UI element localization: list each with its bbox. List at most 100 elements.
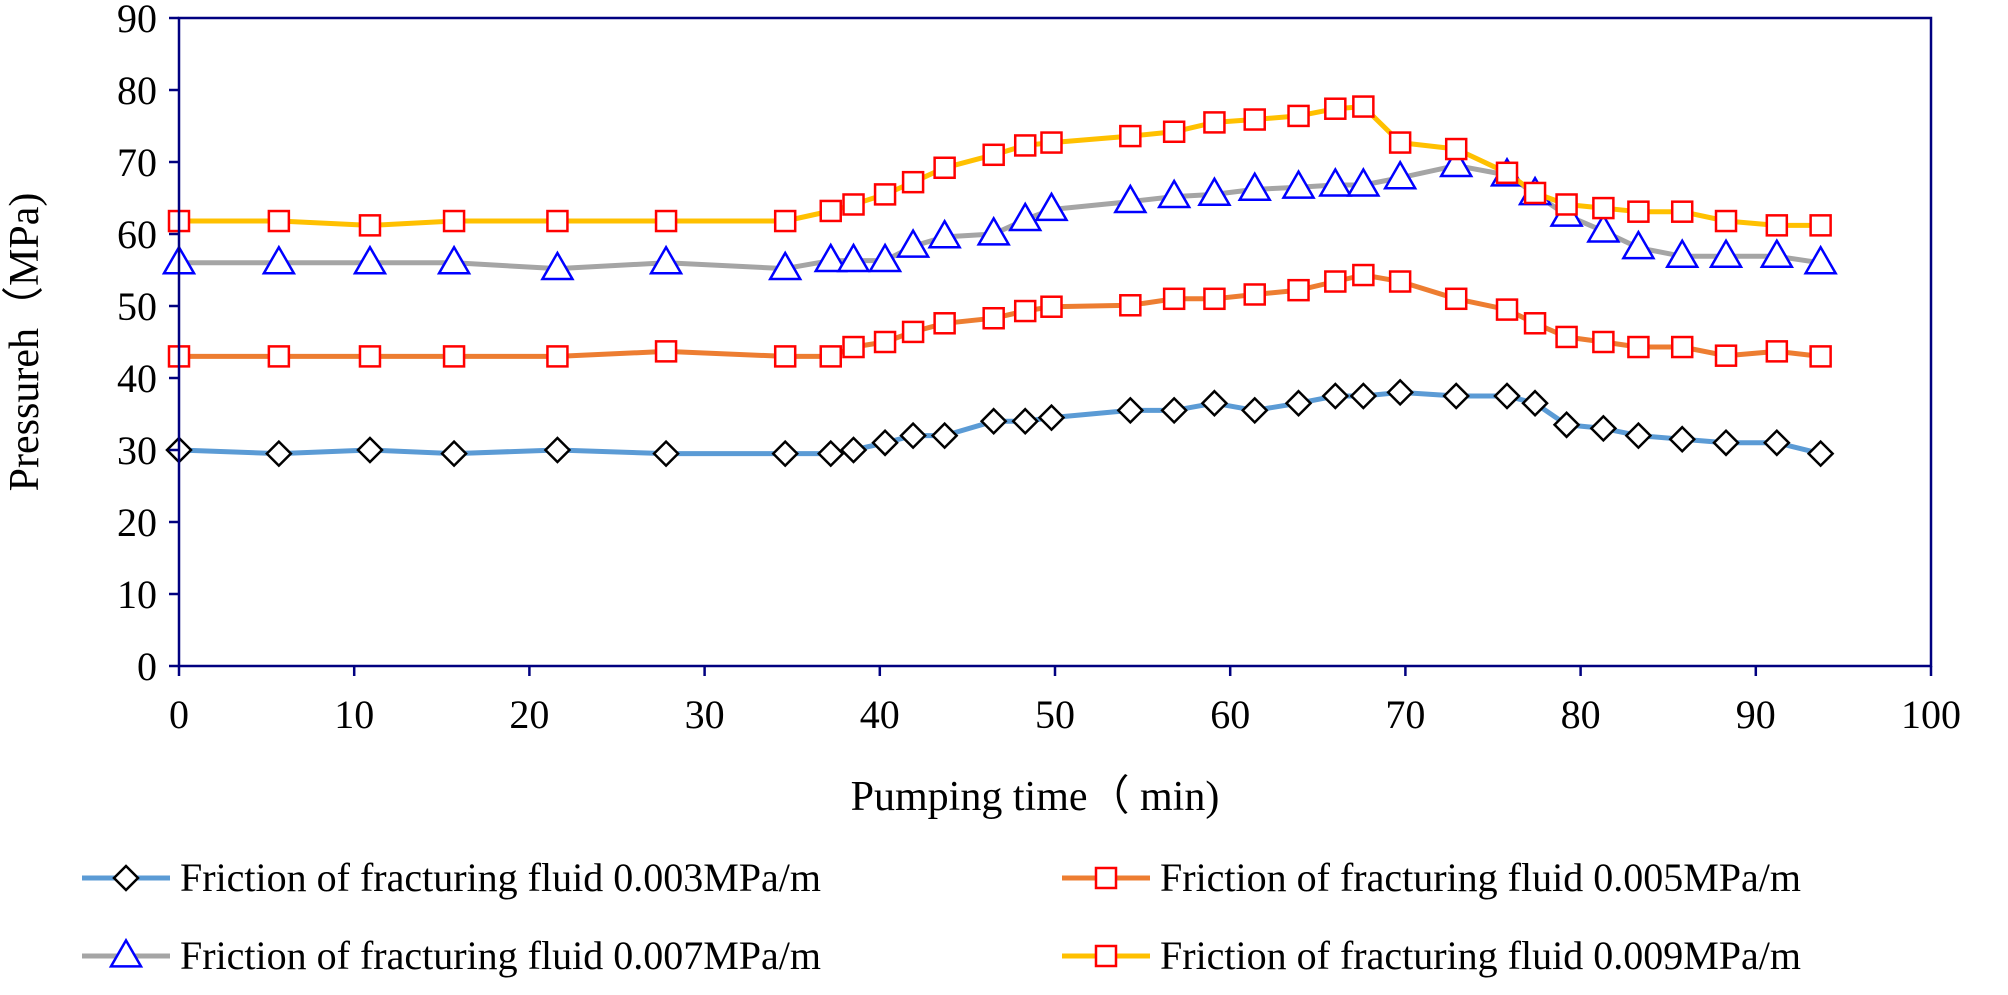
data-point bbox=[1162, 120, 1186, 144]
data-point bbox=[1162, 287, 1186, 311]
data-point bbox=[1714, 344, 1738, 367]
data-point bbox=[768, 250, 803, 281]
y-tick-label: 90 bbox=[117, 0, 157, 41]
data-point bbox=[1287, 104, 1310, 128]
data-point bbox=[1712, 429, 1740, 457]
data-point bbox=[1765, 214, 1789, 237]
plot-area-frame bbox=[177, 16, 1933, 668]
legend-item: Friction of fracturing fluid 0.007MPa/m bbox=[82, 933, 821, 978]
data-point bbox=[982, 143, 1005, 167]
data-point bbox=[842, 335, 865, 359]
series-3 bbox=[161, 147, 1838, 281]
data-point bbox=[652, 439, 680, 468]
data-point bbox=[1803, 244, 1838, 275]
y-tick-label: 60 bbox=[117, 212, 157, 257]
data-point bbox=[1160, 396, 1188, 425]
x-tick-label: 50 bbox=[1035, 692, 1075, 737]
y-tick-label: 50 bbox=[117, 284, 157, 329]
data-point bbox=[1555, 325, 1578, 349]
data-point bbox=[442, 345, 466, 368]
data-point bbox=[1809, 214, 1832, 237]
data-point bbox=[1008, 201, 1043, 232]
data-point bbox=[1763, 429, 1791, 457]
data-point bbox=[1240, 396, 1269, 425]
x-axis-title: Pumping time（ min) bbox=[851, 774, 1220, 820]
data-point bbox=[1586, 213, 1621, 243]
data-point bbox=[1388, 270, 1412, 293]
y-tick-label: 40 bbox=[117, 356, 157, 401]
data-point bbox=[1116, 396, 1145, 425]
data-point bbox=[839, 436, 868, 464]
data-point bbox=[1759, 238, 1794, 268]
axis-layer: 0 10 20 30 40 50 60 70 80 90 0 10 20 30 40 50 60 70 80 90 10… bbox=[117, 0, 1961, 737]
data-point bbox=[261, 244, 297, 275]
data-point bbox=[871, 429, 899, 457]
data-point bbox=[1382, 159, 1418, 190]
y-tick-label: 20 bbox=[117, 500, 157, 545]
y-tick-label: 10 bbox=[117, 572, 157, 617]
data-point bbox=[1281, 169, 1316, 199]
legend-label: Friction of fracturing fluid 0.005MPa/m bbox=[1160, 855, 1801, 900]
data-point bbox=[1197, 176, 1232, 207]
y-axis-title: Pressureh（MPa) bbox=[2, 193, 48, 492]
data-point bbox=[1670, 200, 1694, 223]
data-point bbox=[1627, 335, 1650, 359]
legend: Friction of fracturing fluid 0.003MPa/m F… bbox=[82, 855, 1801, 978]
data-point bbox=[546, 345, 569, 368]
data-point bbox=[1321, 382, 1350, 410]
data-point bbox=[899, 421, 927, 450]
data-point bbox=[1806, 439, 1835, 468]
data-point bbox=[1592, 196, 1615, 220]
data-point bbox=[1119, 294, 1142, 317]
data-point bbox=[265, 439, 293, 468]
legend-item: Friction of fracturing fluid 0.005MPa/m bbox=[1062, 855, 1801, 900]
data-point bbox=[546, 209, 569, 233]
data-point bbox=[267, 209, 291, 233]
data-point bbox=[1156, 178, 1192, 209]
data-point bbox=[1555, 193, 1578, 216]
data-point bbox=[654, 340, 678, 363]
data-point bbox=[543, 436, 572, 464]
data-point bbox=[1352, 263, 1375, 287]
data-point bbox=[927, 218, 962, 249]
data-point bbox=[1349, 382, 1378, 410]
data-point bbox=[440, 439, 468, 468]
data-point bbox=[1200, 389, 1229, 417]
data-point bbox=[901, 320, 925, 344]
data-point bbox=[1346, 166, 1381, 197]
data-point bbox=[352, 244, 388, 275]
data-point bbox=[1113, 183, 1148, 214]
x-tick-label: 40 bbox=[860, 692, 900, 737]
data-point bbox=[773, 345, 797, 368]
data-point bbox=[356, 436, 384, 464]
data-point bbox=[1495, 298, 1519, 321]
data-point bbox=[1714, 209, 1738, 233]
data-point bbox=[1444, 287, 1468, 311]
legend-item: Friction of fracturing fluid 0.009MPa/m bbox=[1062, 933, 1801, 978]
legend-swatch-marker bbox=[1094, 866, 1118, 890]
series-4 bbox=[167, 95, 1832, 237]
data-point bbox=[1243, 108, 1266, 131]
data-point bbox=[873, 183, 897, 206]
data-point bbox=[1040, 295, 1063, 318]
data-point bbox=[1521, 389, 1549, 417]
data-point bbox=[1119, 124, 1142, 148]
series-2 bbox=[167, 263, 1832, 368]
data-point bbox=[933, 156, 956, 180]
data-point bbox=[819, 199, 842, 223]
y-tick-label: 70 bbox=[117, 140, 157, 185]
data-point bbox=[1523, 312, 1547, 335]
data-point bbox=[1284, 389, 1313, 417]
data-point bbox=[982, 306, 1005, 330]
data-point bbox=[1552, 411, 1581, 439]
data-point bbox=[867, 242, 903, 273]
x-tick-label: 90 bbox=[1736, 692, 1776, 737]
data-point bbox=[1439, 147, 1474, 178]
data-point bbox=[1013, 134, 1037, 157]
data-point bbox=[819, 345, 842, 368]
data-point bbox=[1037, 403, 1066, 432]
data-point bbox=[1442, 382, 1470, 410]
data-point bbox=[1203, 111, 1226, 134]
data-point bbox=[836, 242, 871, 273]
